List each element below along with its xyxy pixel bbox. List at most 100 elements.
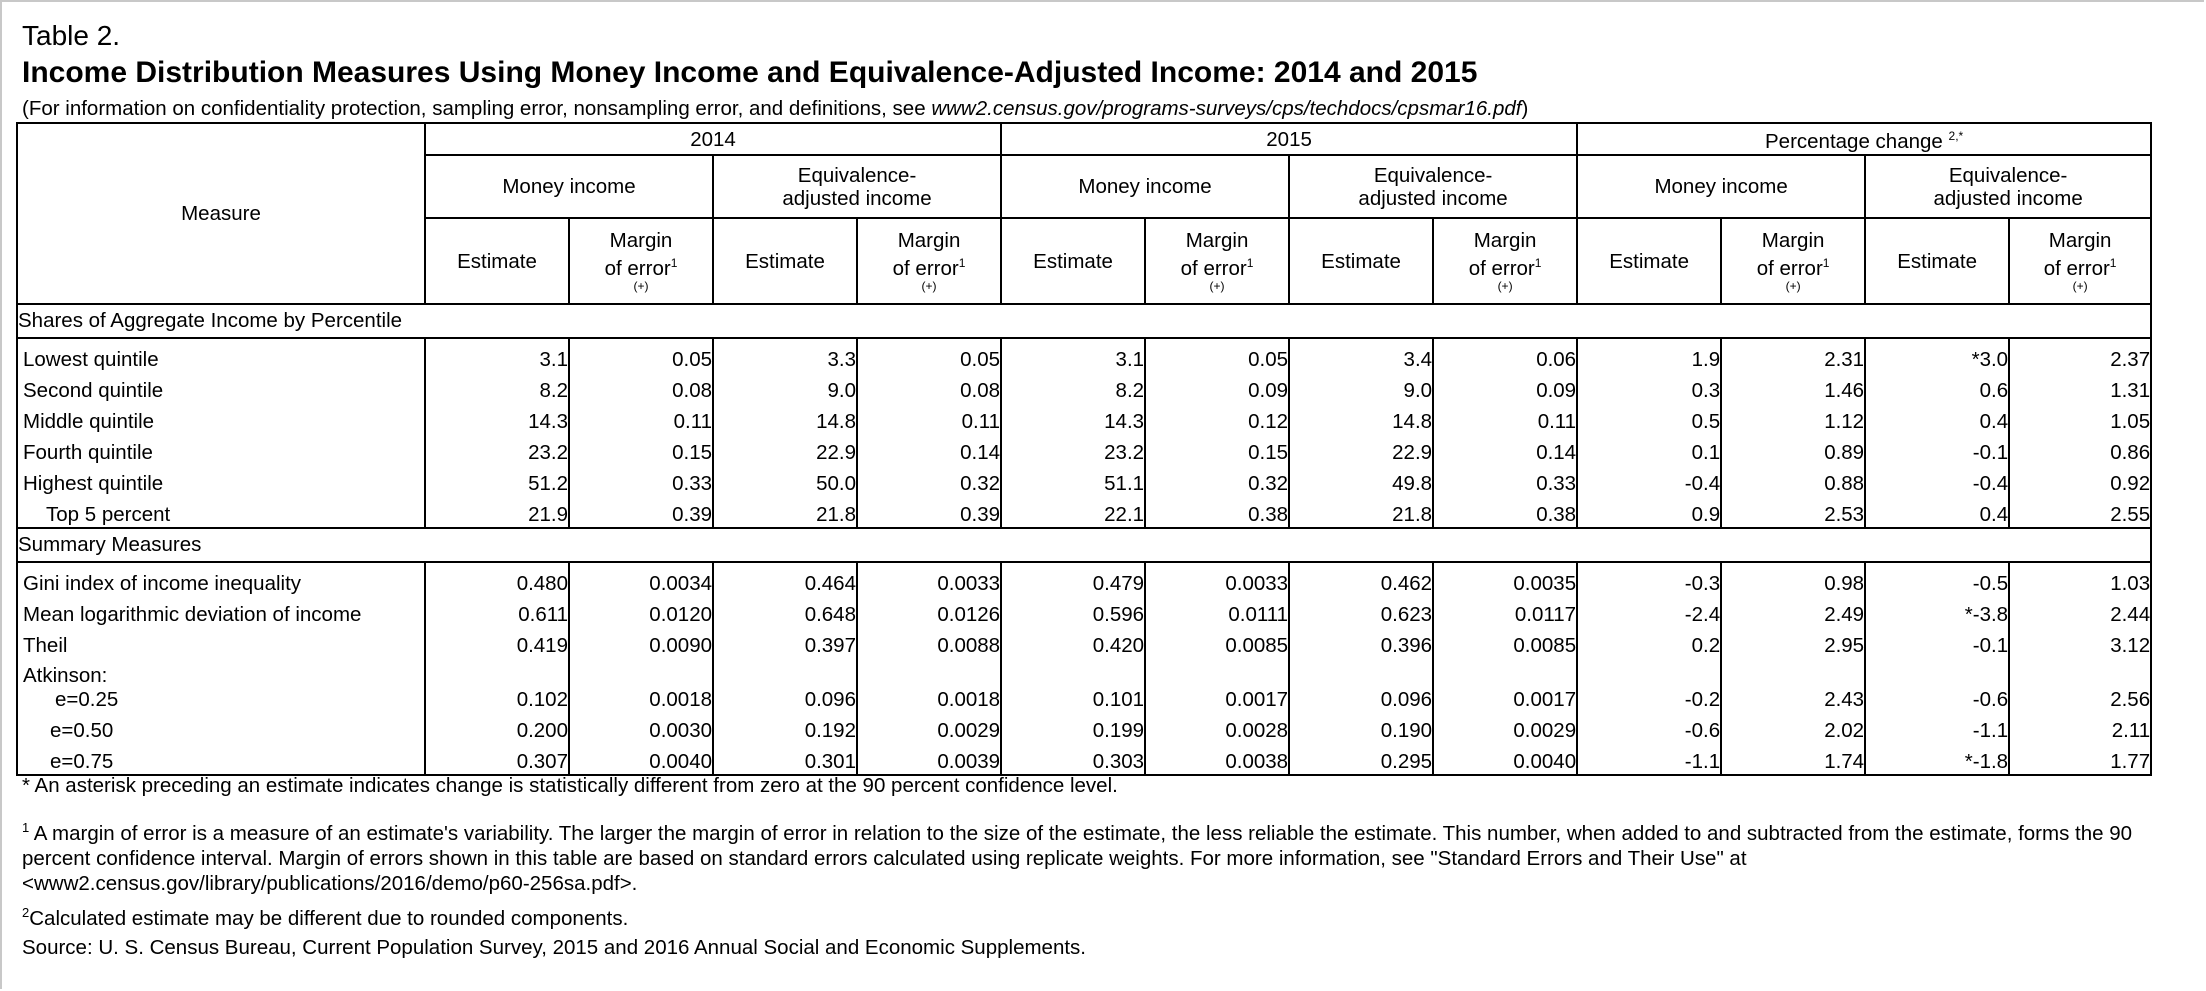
estimate-cell: 14.8 [712,403,858,434]
moe-cell: 0.32 [1144,465,1291,496]
estimate-cell: 0.396 [1288,627,1435,658]
row-label: Gini index of income inequality [16,562,426,596]
moe-cell: 1.46 [1720,372,1867,403]
row-label: Middle quintile [16,403,426,434]
moe-cell: 0.0029 [1432,712,1579,743]
moe-cell: 2.11 [2008,712,2153,743]
estimate-cell: 0.479 [1000,562,1147,596]
moe-header: Margin of error1 (+) [1144,217,1291,305]
moe-cell: 2.31 [1720,338,1867,372]
moe-cell: 0.11 [1432,403,1579,434]
moe-cell: 1.31 [2008,372,2153,403]
estimate-cell: 0.596 [1000,596,1147,627]
moe-cell: 0.0038 [1144,743,1291,776]
estimate-cell: 8.2 [424,372,570,403]
estimate-cell: -0.3 [1576,562,1723,596]
moe-cell: 0.38 [1144,496,1291,529]
estimate-cell: 51.2 [424,465,570,496]
estimate-header: Estimate [1864,217,2011,305]
estimate-cell: -1.1 [1864,712,2011,743]
estimate-cell: 3.1 [1000,338,1147,372]
estimate-cell: 21.8 [1288,496,1435,529]
estimate-cell: 0.2 [1576,627,1723,658]
estimate-cell: 0.192 [712,712,858,743]
estimate-cell: 14.3 [1000,403,1147,434]
estimate-cell: 0.397 [712,627,858,658]
moe-cell: 0.0120 [568,596,714,627]
moe-cell: 0.0030 [568,712,714,743]
measure-header: Measure [16,122,426,305]
estimate-cell: 0.648 [712,596,858,627]
table-row: e=0.50 0.200 0.0030 0.192 0.0029 0.199 0.0028 0… [16,712,2153,743]
estimate-cell: -0.2 [1576,658,1723,712]
moe-cell: 2.37 [2008,338,2153,372]
estimate-cell: 1.9 [1576,338,1723,372]
estimate-cell: 0.190 [1288,712,1435,743]
moe-cell: 0.33 [568,465,714,496]
row-label: Lowest quintile [16,338,426,372]
moe-cell: 0.0085 [1144,627,1291,658]
moe-header: Margin of error1 (+) [1432,217,1579,305]
estimate-cell: -0.4 [1864,465,2011,496]
moe-cell: 0.08 [855,372,1003,403]
estimate-cell: 9.0 [712,372,858,403]
moe-cell: 3.12 [2008,627,2153,658]
estimate-cell: 49.8 [1288,465,1435,496]
moe-cell: 0.0126 [855,596,1003,627]
income-distribution-table: Measure 2014 2015 Percentage change 2,* … [15,122,2153,776]
table-row: Theil 0.419 0.0090 0.397 0.0088 0.420 0.0085 0.… [16,627,2153,658]
estimate-cell: 0.303 [1000,743,1147,776]
moe-cell: 0.0029 [855,712,1003,743]
moe-cell: 0.32 [855,465,1003,496]
table-note: (For information on confidentiality prot… [22,96,1528,122]
estimate-cell: 3.3 [712,338,858,372]
moe-cell: 0.0039 [855,743,1003,776]
estimate-cell: 8.2 [1000,372,1147,403]
moe-header: Margin of error1 (+) [855,217,1003,305]
table-row: Atkinson: e=0.25 0.102 0.0018 0.096 0.0018 0.1… [16,658,2153,712]
moe-cell: 2.55 [2008,496,2153,529]
moe-cell: 0.0017 [1432,658,1579,712]
table-row: Gini index of income inequality 0.480 0.00… [16,562,2153,596]
moe-cell: 0.39 [568,496,714,529]
moe-cell: 0.06 [1432,338,1579,372]
estimate-cell: 51.1 [1000,465,1147,496]
estimate-cell: 0.9 [1576,496,1723,529]
table-row: e=0.75 0.307 0.0040 0.301 0.0039 0.303 0.0038 0… [16,743,2153,776]
estimate-cell: 50.0 [712,465,858,496]
estimate-cell: 3.1 [424,338,570,372]
equiv-income-header: Equivalence-adjusted income [1288,154,1579,219]
table-row: Top 5 percent 21.9 0.39 21.8 0.39 22.1 0.38 21.… [16,496,2153,529]
moe-cell: 2.43 [1720,658,1867,712]
money-income-header: Money income [1576,154,1867,219]
moe-cell: 0.33 [1432,465,1579,496]
moe-cell: 2.44 [2008,596,2153,627]
estimate-cell: 22.9 [1288,434,1435,465]
table-note-suffix: ) [1521,97,1529,120]
estimate-header: Estimate [712,217,858,305]
row-label: Mean logarithmic deviation of income [16,596,426,627]
moe-cell: 0.0017 [1144,658,1291,712]
table-row: Highest quintile 51.2 0.33 50.0 0.32 51.1 0.32… [16,465,2153,496]
moe-cell: 0.98 [1720,562,1867,596]
row-label: Theil [16,627,426,658]
estimate-cell: 0.5 [1576,403,1723,434]
moe-header: Margin of error1 (+) [2008,217,2153,305]
moe-cell: 0.0111 [1144,596,1291,627]
moe-cell: 1.77 [2008,743,2153,776]
atkinson-label: Atkinson: [23,664,108,687]
row-label: e=0.75 [16,743,426,776]
estimate-header: Estimate [1576,217,1723,305]
estimate-cell: *-3.8 [1864,596,2011,627]
moe-cell: 2.56 [2008,658,2153,712]
moe-cell: 0.0040 [568,743,714,776]
moe-cell: 0.0033 [855,562,1003,596]
moe-cell: 0.09 [1432,372,1579,403]
moe-cell: 0.09 [1144,372,1291,403]
estimate-cell: *-1.8 [1864,743,2011,776]
estimate-cell: 0.200 [424,712,570,743]
estimate-cell: 0.307 [424,743,570,776]
table-row: Second quintile 8.2 0.08 9.0 0.08 8.2 0.09 9.0 0… [16,372,2153,403]
estimate-cell: 23.2 [424,434,570,465]
moe-cell: 0.0035 [1432,562,1579,596]
